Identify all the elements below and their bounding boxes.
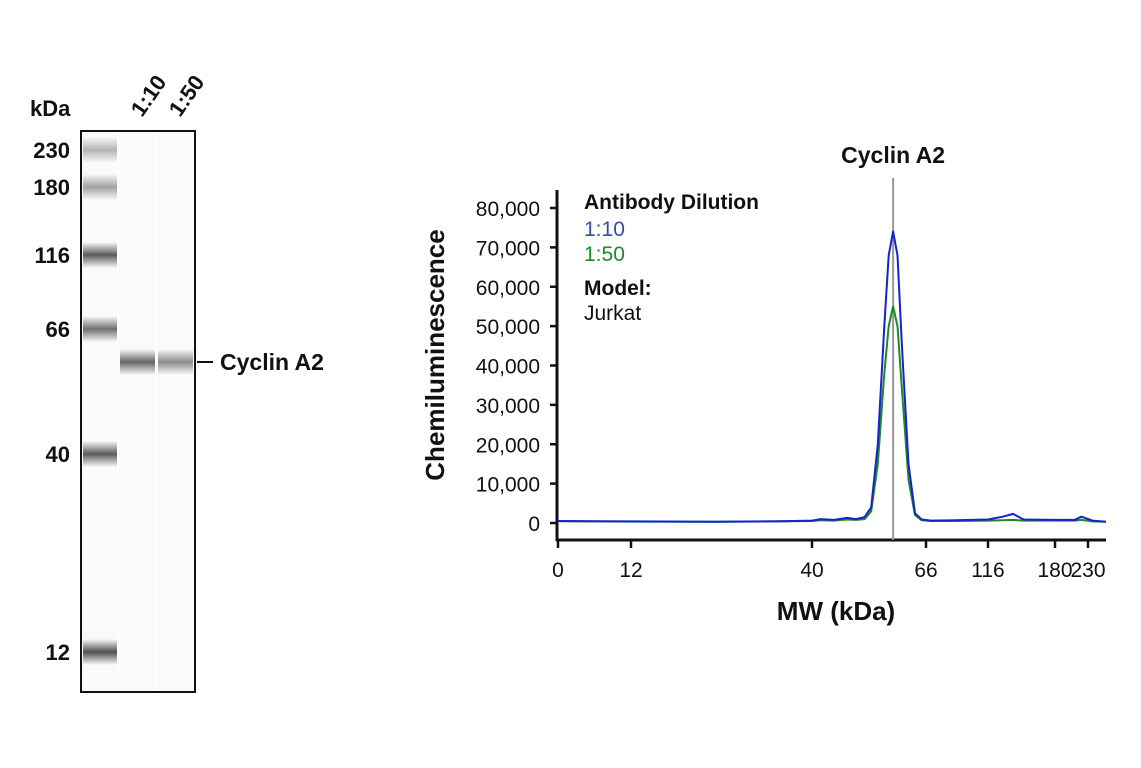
x-tick-label: 66 <box>914 559 937 582</box>
model-value: Jurkat <box>584 302 641 325</box>
y-axis-label: Chemiluminescence <box>420 229 450 480</box>
ladder-label: 12 <box>46 640 70 665</box>
series-line-1-10 <box>557 230 1107 523</box>
series-line-1-50 <box>557 305 1107 523</box>
x-tick-label: 116 <box>971 559 1004 582</box>
x-tick-label: 12 <box>619 559 642 582</box>
ladder-label: 40 <box>46 442 70 467</box>
legend-title: Antibody Dilution <box>584 191 759 214</box>
y-tick-label: 60,000 <box>476 277 540 300</box>
ladder-band <box>83 639 117 665</box>
x-tick-label: 40 <box>800 559 823 582</box>
western-blot-panel: kDa 230 180 116 66 40 12 1:101:50 Cyclin A2 <box>30 70 324 693</box>
y-tick-label: 10,000 <box>476 474 540 497</box>
legend-entry-1-10: 1:10 <box>584 218 625 241</box>
ladder-label: 66 <box>46 317 70 342</box>
chart-title: Cyclin A2 <box>841 142 945 168</box>
ladder-band <box>83 242 117 268</box>
y-tick-label: 80,000 <box>476 198 540 221</box>
legend-entry-1-50: 1:50 <box>584 243 625 266</box>
ladder-band <box>83 316 117 342</box>
ladder-label: 180 <box>33 175 70 200</box>
unit-label: kDa <box>30 96 71 121</box>
x-axis-label: MW (kDa) <box>777 596 895 626</box>
model-label: Model: <box>584 277 652 300</box>
ladder-label: 116 <box>35 243 71 268</box>
lane-label: 1:10 <box>126 70 172 120</box>
y-tick-label: 70,000 <box>476 237 540 260</box>
sample-band <box>158 349 193 375</box>
band-label: Cyclin A2 <box>220 349 324 375</box>
x-tick-label: 0 <box>552 559 564 582</box>
ladder-label: 230 <box>33 138 70 163</box>
ladder-band <box>83 441 117 467</box>
y-tick-label: 20,000 <box>476 434 540 457</box>
ladder-band <box>83 174 117 200</box>
electropherogram-panel: 0 10,000 20,000 30,000 40,000 50,000 60,000 70,… <box>420 142 1107 626</box>
y-tick-label: 50,000 <box>476 316 540 339</box>
sample-band <box>120 349 155 375</box>
x-tick-label: 230 <box>1070 559 1105 582</box>
x-tick-label: 180 <box>1037 559 1072 582</box>
blot-frame <box>80 130 196 693</box>
y-tick-label: 30,000 <box>476 395 540 418</box>
lane-label: 1:50 <box>164 70 210 120</box>
ladder-band <box>83 137 117 163</box>
y-tick-label: 0 <box>528 513 540 536</box>
y-tick-label: 40,000 <box>476 356 540 379</box>
